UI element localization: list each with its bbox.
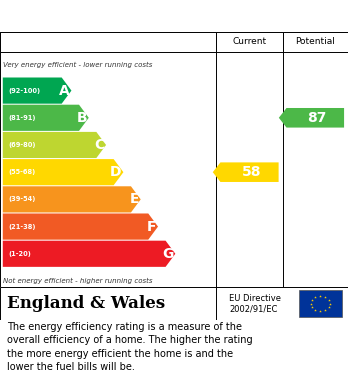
Text: The energy efficiency rating is a measure of the
overall efficiency of a home. T: The energy efficiency rating is a measur… [7, 322, 253, 372]
Text: (55-68): (55-68) [9, 169, 36, 175]
Text: (21-38): (21-38) [9, 224, 36, 230]
Polygon shape [3, 105, 89, 131]
Text: (81-91): (81-91) [9, 115, 36, 121]
Text: C: C [94, 138, 104, 152]
Bar [0, 32, 216, 52]
Text: D: D [110, 165, 122, 179]
Polygon shape [3, 132, 106, 158]
Bar [299, 290, 342, 317]
Text: (39-54): (39-54) [9, 196, 36, 203]
Text: Current: Current [232, 38, 267, 47]
Text: (92-100): (92-100) [9, 88, 41, 93]
Text: Potential: Potential [295, 38, 335, 47]
Text: Energy Efficiency Rating: Energy Efficiency Rating [10, 9, 212, 23]
Polygon shape [3, 186, 141, 212]
Text: England & Wales: England & Wales [7, 295, 165, 312]
Polygon shape [213, 162, 279, 182]
Text: F: F [147, 220, 156, 233]
Text: 87: 87 [307, 111, 327, 125]
Text: 58: 58 [242, 165, 261, 179]
Text: A: A [59, 84, 70, 98]
Text: (1-20): (1-20) [9, 251, 32, 257]
Text: B: B [76, 111, 87, 125]
Text: G: G [162, 247, 174, 261]
Polygon shape [3, 159, 124, 185]
Text: (69-80): (69-80) [9, 142, 36, 148]
Bar [216, 32, 283, 52]
Text: EU Directive
2002/91/EC: EU Directive 2002/91/EC [229, 294, 281, 313]
Polygon shape [3, 241, 175, 267]
Polygon shape [3, 213, 158, 240]
Polygon shape [3, 77, 71, 104]
Text: Not energy efficient - higher running costs: Not energy efficient - higher running co… [3, 278, 153, 284]
Polygon shape [279, 108, 344, 127]
Text: Very energy efficient - lower running costs: Very energy efficient - lower running co… [3, 62, 153, 68]
Text: E: E [129, 192, 139, 206]
Bar [283, 32, 348, 52]
